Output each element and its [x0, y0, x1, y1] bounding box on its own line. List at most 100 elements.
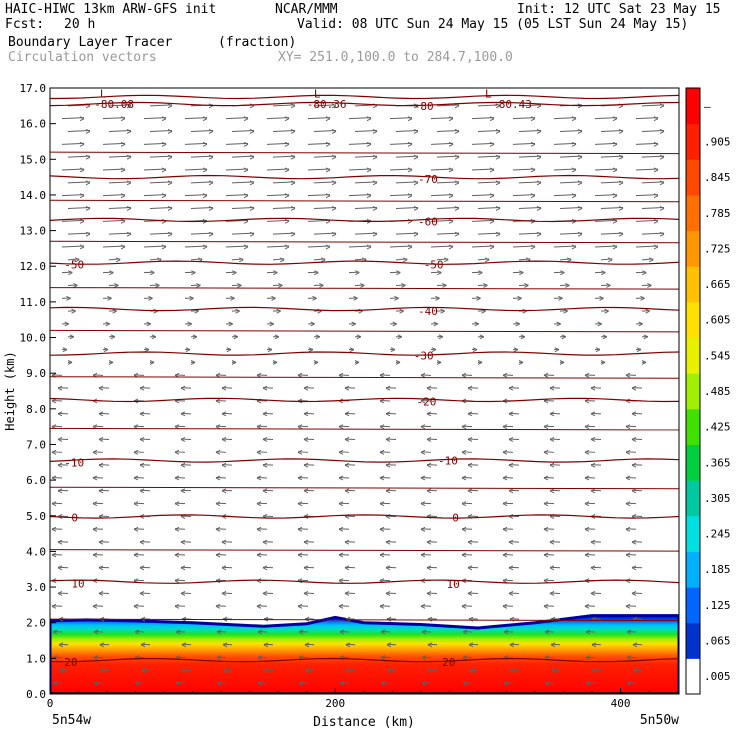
vector-arrow: [354, 154, 378, 160]
vector-arrow: [348, 167, 372, 173]
vector-arrow: [502, 475, 514, 481]
vector-arrow: [102, 218, 126, 224]
vector-arrow: [298, 680, 309, 686]
y-tick-label: 16.0: [20, 118, 47, 131]
vector-arrow: [553, 244, 577, 250]
vector-arrow: [143, 244, 167, 250]
vector-arrow: [635, 116, 659, 122]
vector-arrow: [594, 141, 618, 147]
vector-arrow: [266, 347, 273, 353]
vector-arrow: [543, 603, 555, 609]
y-tick-label: 5.0: [26, 510, 46, 523]
vector-arrow: [221, 385, 233, 391]
contour-label: -40: [418, 305, 438, 318]
vector-arrow: [549, 539, 561, 545]
vector-arrow: [133, 424, 145, 430]
vector-arrow: [272, 360, 278, 365]
vector-arrow: [386, 668, 397, 673]
vector-arrow: [436, 231, 460, 237]
vector-arrow: [92, 501, 104, 507]
vector-arrow: [257, 655, 268, 661]
vector-arrow: [430, 116, 454, 122]
vector-arrow: [625, 424, 637, 430]
vector-arrow: [549, 462, 561, 468]
vector-arrow: [231, 334, 239, 340]
vector-arrow: [180, 591, 192, 596]
vector-arrow: [344, 462, 356, 468]
vector-arrow: [257, 629, 268, 635]
vector-arrow: [149, 103, 173, 109]
vector-arrow: [420, 475, 432, 481]
vector-arrow: [420, 501, 432, 507]
colorbar-swatch: [686, 658, 700, 695]
vector-arrow: [221, 437, 233, 442]
vector-arrow: [52, 629, 63, 635]
y-tick-label: 3.0: [26, 581, 46, 594]
vector-arrow: [102, 295, 112, 301]
vector-arrow: [216, 655, 227, 661]
vector-arrow: [348, 270, 360, 276]
vector-arrow: [57, 565, 69, 571]
vector-arrow: [518, 206, 542, 211]
vector-arrow: [102, 244, 126, 250]
vector-arrow: [635, 141, 659, 147]
vector-arrow: [632, 642, 643, 648]
contour-label: -70: [418, 173, 438, 186]
vector-arrow: [180, 462, 192, 468]
vector-arrow: [641, 231, 665, 237]
vector-arrow: [108, 129, 132, 134]
colorbar-label: .005: [704, 670, 731, 683]
vector-arrow: [427, 642, 438, 648]
vector-arrow: [631, 591, 643, 596]
vector-arrow: [348, 141, 372, 147]
vector-arrow: [426, 411, 438, 417]
vector-arrow: [174, 449, 186, 455]
vector-arrow: [139, 462, 151, 468]
vector-arrow: [502, 526, 514, 532]
vector-arrow: [143, 270, 155, 276]
vector-arrow: [584, 526, 596, 532]
vector-arrow: [421, 680, 432, 686]
vector-arrow: [307, 116, 331, 122]
vector-arrow: [344, 565, 356, 571]
vector-arrow: [297, 424, 309, 430]
vector-arrow: [184, 244, 208, 250]
vector-arrow: [231, 231, 255, 237]
vector-arrow: [149, 360, 155, 365]
vector-arrow: [221, 539, 233, 545]
vector-arrow: [600, 308, 609, 314]
vector-arrow: [395, 283, 406, 288]
vector-arrow: [181, 668, 192, 673]
vector-arrow: [339, 680, 350, 686]
vector-arrow: [108, 334, 116, 340]
vector-arrow: [594, 167, 618, 173]
vector-arrow: [215, 449, 227, 455]
colorbar-label: –: [704, 100, 711, 113]
vector-arrow: [625, 475, 637, 481]
vector-arrow: [436, 257, 449, 263]
vector-arrow: [430, 141, 454, 147]
temperature-contour: [50, 486, 679, 490]
vector-arrow: [590, 565, 602, 571]
vector-arrow: [313, 360, 319, 365]
vector-arrow: [591, 642, 602, 648]
vector-arrow: [231, 257, 244, 263]
vector-arrow: [108, 103, 132, 109]
vector-arrow: [509, 642, 520, 648]
vector-arrow: [221, 565, 233, 571]
vector-arrow: [256, 424, 268, 430]
vector-arrow: [184, 270, 196, 276]
vector-arrow: [420, 372, 432, 378]
vector-arrow: [426, 462, 438, 468]
vector-arrow: [590, 462, 602, 468]
vector-arrow: [93, 655, 104, 661]
vector-arrow: [262, 437, 274, 442]
vector-arrow: [508, 385, 520, 391]
vector-arrow: [67, 308, 76, 314]
vector-arrow: [594, 116, 618, 122]
vector-arrow: [631, 385, 643, 391]
vector-arrow: [584, 603, 596, 609]
vector-arrow: [225, 347, 232, 353]
y-tick-label: 11.0: [20, 296, 47, 309]
vector-arrow: [98, 565, 110, 571]
